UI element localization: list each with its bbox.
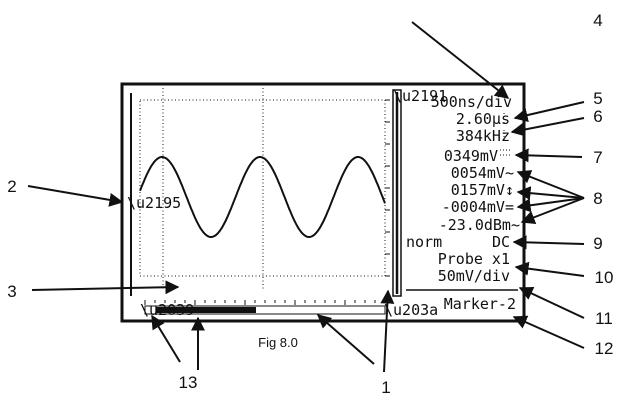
trigger-level-bar bbox=[392, 89, 402, 297]
readout-dots bbox=[500, 113, 512, 156]
frequency-readout: 384kHz bbox=[456, 127, 510, 145]
period-readout: 2.60µs bbox=[456, 110, 510, 128]
vac-readout: 0054mV~ bbox=[451, 164, 514, 182]
callout-3: 3 bbox=[7, 282, 16, 301]
callout-12: 12 bbox=[595, 339, 614, 358]
memory-scroll-bar: \u2039 \u203a bbox=[140, 300, 438, 319]
dbm-readout: -23.0dBm~ bbox=[439, 216, 520, 234]
trigger-arrow: \u2191 bbox=[393, 87, 447, 105]
trigger-mode-readout: norm bbox=[406, 233, 442, 251]
callout-7: 7 bbox=[593, 148, 602, 167]
callout-8: 8 bbox=[593, 189, 602, 208]
marker-readout: Marker-2 bbox=[444, 295, 516, 313]
vdc-readout: -0004mV= bbox=[442, 198, 514, 216]
svg-text:\u2039: \u2039 bbox=[140, 301, 194, 319]
callout-1: 1 bbox=[381, 378, 390, 397]
callout-2: 2 bbox=[7, 177, 16, 196]
callout-10: 10 bbox=[595, 268, 614, 287]
callout-arrows bbox=[27, 21, 585, 373]
callout-9: 9 bbox=[593, 234, 602, 253]
callout-6: 6 bbox=[593, 107, 602, 126]
probe-readout: Probe x1 bbox=[438, 250, 510, 268]
callout-4: 4 bbox=[593, 11, 602, 30]
callout-11: 11 bbox=[595, 309, 613, 328]
volts-per-div-readout: 50mV/div bbox=[438, 267, 510, 285]
timebase-readout: 500ns/div bbox=[431, 93, 512, 111]
svg-text:\u203a: \u203a bbox=[384, 301, 438, 319]
vpp-readout: 0349mV bbox=[444, 147, 498, 165]
channel-marker: \u2195 bbox=[127, 194, 181, 212]
waveform-trace bbox=[139, 156, 386, 238]
figure-caption: Fig 8.0 bbox=[258, 335, 298, 350]
plot-ticks bbox=[385, 99, 390, 277]
vacdc-readout: 0157mV↕ bbox=[451, 181, 514, 199]
callout-13: 13 bbox=[179, 373, 198, 392]
coupling-readout: DC bbox=[492, 233, 510, 251]
callout-5: 5 bbox=[593, 89, 602, 108]
